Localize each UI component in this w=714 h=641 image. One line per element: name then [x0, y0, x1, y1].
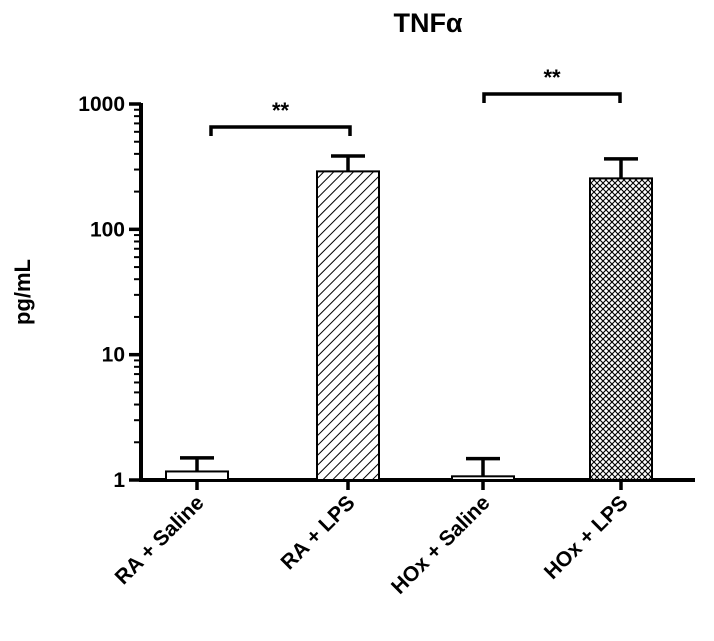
category-label: RA + Saline [111, 491, 209, 589]
y-tick-label: 1 [113, 469, 125, 492]
y-tick-label: 100 [90, 218, 125, 241]
significance-label: ** [272, 98, 290, 123]
category-label: HOx + LPS [540, 491, 633, 584]
significance-bracket [209, 125, 352, 136]
chart-title: TNFα [393, 8, 462, 38]
category-label: HOx + Saline [387, 491, 494, 598]
category-label: RA + LPS [277, 491, 360, 574]
y-tick-label: 1000 [78, 93, 125, 116]
bar [589, 177, 653, 481]
y-axis-label: pg/mL [10, 259, 35, 325]
bar [316, 170, 380, 481]
bar [165, 470, 229, 482]
y-tick-label: 10 [102, 344, 125, 367]
bar [451, 475, 515, 481]
significance-bracket [482, 92, 622, 103]
significance-label: ** [543, 65, 561, 90]
